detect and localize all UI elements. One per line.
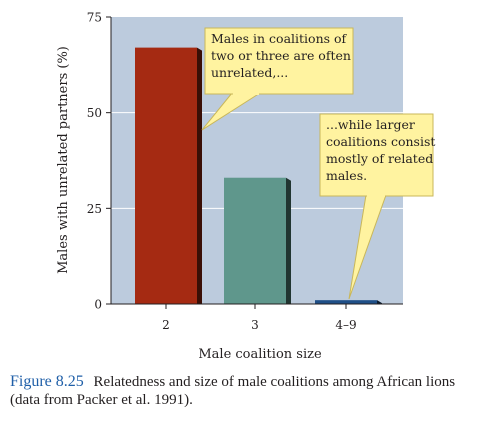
callout-box xyxy=(204,27,354,95)
bar-face xyxy=(224,177,286,304)
bar xyxy=(315,300,382,304)
y-axis-label: Males with unrelated partners (%) xyxy=(56,46,71,274)
x-axis-label: Male coalition size xyxy=(198,347,322,362)
annotation-callout: Males in coalitions of two or three are o… xyxy=(201,27,354,131)
x-ticks: 2 3 4–9 xyxy=(162,304,357,332)
y-tick-label: 0 xyxy=(94,298,102,312)
annotation-callout: ...while larger coalitions consist mostly … xyxy=(319,113,435,300)
y-tick-label: 50 xyxy=(87,106,102,120)
callout-box xyxy=(319,113,434,197)
bar xyxy=(135,47,202,304)
y-tick-label: 25 xyxy=(87,202,102,216)
figure-caption: Figure 8.25 Relatedness and size of male… xyxy=(10,373,470,409)
annotation-line: males. xyxy=(326,168,367,183)
figure-caption-text: Relatedness and size of male coalitions … xyxy=(10,374,456,408)
x-tick-label: 2 xyxy=(162,318,170,332)
bar-face xyxy=(315,300,377,304)
bar-face xyxy=(135,47,197,304)
figure-label: Figure 8.25 xyxy=(10,373,84,390)
y-ticks: 0 25 50 75 xyxy=(87,11,111,312)
y-tick-label: 75 xyxy=(87,11,102,25)
x-tick-label: 3 xyxy=(251,318,259,332)
bars xyxy=(135,47,382,304)
annotation-line: coalitions consist xyxy=(326,134,435,149)
annotation-line: mostly of related xyxy=(326,151,433,166)
bar-side xyxy=(286,177,291,304)
x-tick-label: 4–9 xyxy=(335,318,356,332)
bar-side xyxy=(197,47,202,304)
annotation-line: unrelated,... xyxy=(211,65,288,80)
annotation-line: two or three are often xyxy=(211,48,351,63)
bar-side xyxy=(377,300,382,304)
annotations: Males in coalitions of two or three are o… xyxy=(201,27,435,300)
bar xyxy=(224,177,291,304)
annotation-line: ...while larger xyxy=(326,117,415,132)
bar-chart: 0 25 50 75 2 3 4–9 Males in coalitions of two … xyxy=(56,11,435,363)
annotation-line: Males in coalitions of xyxy=(211,31,348,46)
